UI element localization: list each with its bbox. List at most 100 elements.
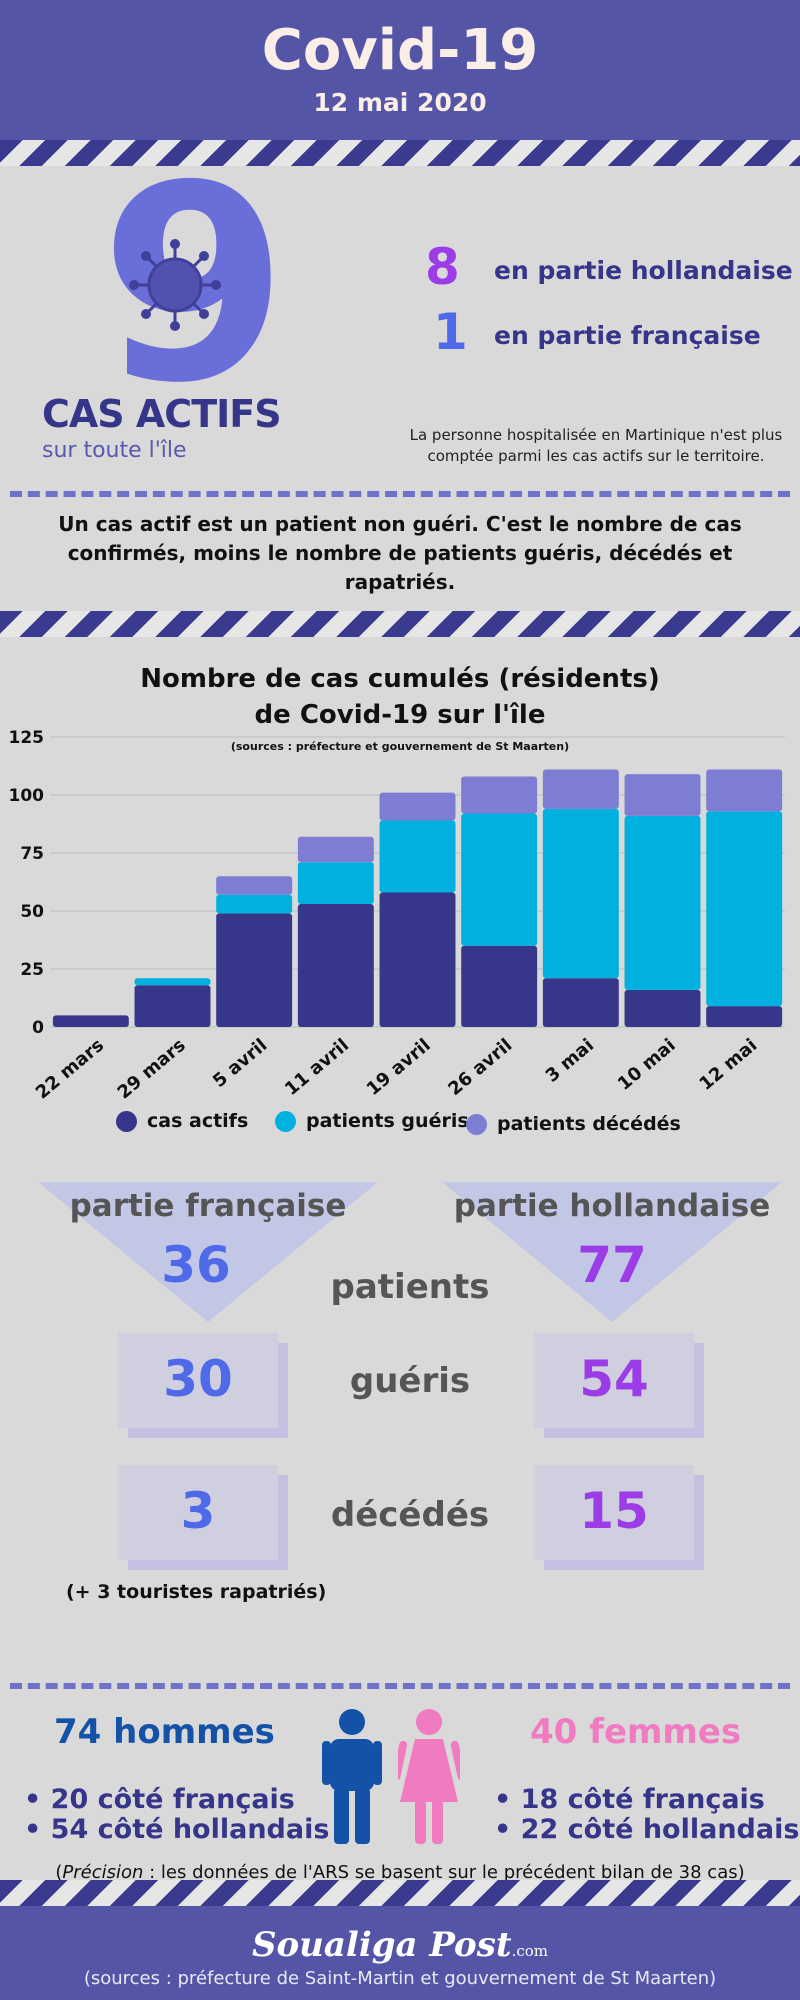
bar-segment [624,989,701,1027]
dashed-divider [10,1683,790,1689]
french-decedes-value: 3 [180,1482,216,1540]
x-tick-label: 5 avril [209,1035,271,1092]
hospitalisation-note: La personne hospitalisée en Martinique n… [409,426,783,465]
x-tick-label: 12 mai [695,1035,761,1095]
dutch-decedes-box [534,1465,694,1560]
bar-segment [216,876,293,895]
dutch-active-count: 8 [425,238,460,296]
bar-segment [706,1006,783,1027]
french-gueris-box [118,1333,278,1428]
y-tick-label: 100 [9,786,45,806]
brand-logo: Soualiga Post.com [0,1925,800,1965]
y-tick-label: 50 [20,902,44,922]
stripe-divider [0,140,800,166]
x-tick-label: 3 mai [542,1035,598,1087]
man-icon [322,1709,382,1844]
x-tick-label: 29 mars [114,1035,190,1104]
bar-segment [297,836,374,863]
bar-segment [297,904,374,1027]
bar-segment [624,815,701,990]
footer-sources: (sources : préfecture de Saint-Martin et… [83,1968,717,1989]
french-side-label: partie française [69,1188,347,1224]
stacked-bar-chart: 0 25 50 75 100 125 22 mars 29 mars 5 avril 11 avr… [9,728,785,1104]
x-tick-label: 26 avril [444,1035,516,1100]
y-tick-label: 0 [32,1018,44,1038]
legend-cas-actifs: cas actifs [116,1110,248,1132]
legend-dot-icon [116,1110,137,1132]
virus-icon [129,239,221,331]
bar-segment [461,945,538,1027]
french-gueris-value: 30 [163,1350,233,1408]
patients-label: patients [330,1267,490,1307]
precision-label: Précision [62,1862,144,1883]
legend-label: patients décédés [497,1113,681,1135]
y-tick-label: 125 [9,728,45,748]
rapatries-note: (+ 3 touristes rapatriés) [66,1581,327,1603]
dutch-active-label: en partie hollandaise [494,256,793,285]
men-french-text: 20 côté français [50,1784,295,1815]
legend-patients-gueris: patients guéris [275,1110,469,1132]
precision-text: : les données de l'ARS se basent sur le … [143,1862,745,1883]
dutch-decedes-value: 15 [579,1482,649,1540]
x-tick-label: 11 avril [281,1035,353,1100]
bar-segment [624,774,701,816]
footer-banner [0,1906,800,2000]
brand-name: Soualiga Post [251,1925,512,1965]
men-total: 74 hommes [54,1712,275,1752]
brand-suffix: .com [511,1942,549,1960]
active-cases-sublabel: sur toute l'île [42,438,187,463]
x-tick-label: 10 mai [614,1035,680,1095]
active-cases-label: CAS ACTIFS [42,392,282,436]
stripe-divider [0,611,800,637]
french-active-label: en partie française [494,321,761,350]
women-total: 40 femmes [530,1712,742,1752]
bar-segment [379,820,456,893]
women-french-item: • 18 côté français [494,1784,765,1815]
woman-icon [398,1709,460,1844]
legend-dot-icon [275,1110,296,1132]
gueris-label: guéris [349,1361,471,1401]
bar-segment [297,862,374,905]
women-dutch-item: • 22 côté hollandais [494,1814,800,1845]
bar-segment [379,892,456,1027]
bar-segment [542,978,619,1027]
men-dutch-item: • 54 côté hollandais [24,1814,330,1845]
definition-text: Un cas actif est un patient non guéri. C… [58,512,742,594]
french-decedes-box [118,1465,278,1560]
legend-label: patients guéris [306,1110,469,1132]
bar-segment [216,913,293,1027]
dutch-side-label: partie hollandaise [453,1188,771,1224]
bar-segment [134,978,211,986]
decedes-label: décédés [330,1495,490,1535]
legend-label: cas actifs [147,1110,249,1132]
dutch-gueris-value: 54 [579,1350,649,1408]
bar-segment [134,985,211,1027]
legend-dot-icon [466,1113,487,1135]
chart-title-line1: Nombre de cas cumulés (résidents) [140,664,660,694]
bar-segment [542,808,619,979]
women-dutch-text: 22 côté hollandais [520,1814,800,1845]
bar-segment [52,1015,129,1027]
dutch-patients-value: 77 [577,1236,647,1294]
women-french-text: 18 côté français [520,1784,765,1815]
legend-patients-decedes: patients décédés [466,1113,681,1135]
header-banner [0,0,800,140]
x-tick-label: 19 avril [363,1035,435,1100]
bar-segment [461,813,538,946]
page-date: 12 mai 2020 [313,88,487,117]
precision-note: (Précision : les données de l'ARS se bas… [55,1862,745,1883]
dutch-gueris-box [534,1333,694,1428]
bar-segment [461,776,538,814]
y-tick-label: 75 [20,844,44,864]
french-patients-value: 36 [161,1236,231,1294]
dashed-divider [10,491,790,497]
bar-segment [706,811,783,1007]
bar-segment [379,792,456,821]
bar-segment [216,894,293,914]
men-dutch-text: 54 côté hollandais [50,1814,330,1845]
x-tick-label: 22 mars [32,1035,108,1104]
y-tick-label: 25 [20,960,44,980]
stripe-divider [0,1880,800,1906]
bar-segment [542,769,619,809]
french-active-count: 1 [433,303,468,361]
